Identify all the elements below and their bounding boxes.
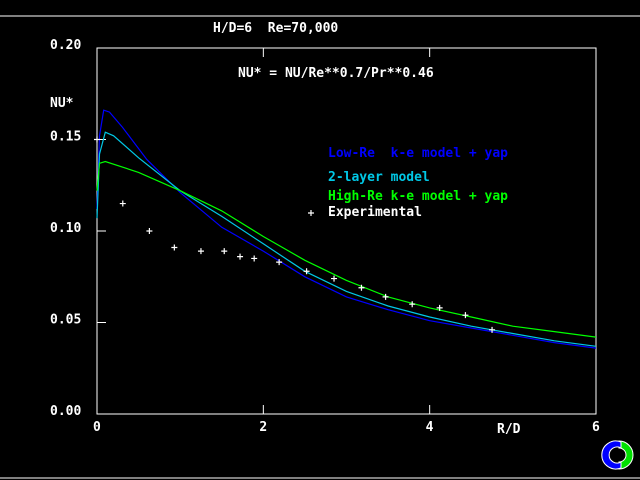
experimental-point <box>489 326 496 333</box>
x-tick-label: 6 <box>592 420 600 435</box>
y-tick-label: 0.00 <box>50 404 81 419</box>
legend-label: 2-layer model <box>328 170 430 185</box>
experimental-point <box>436 304 443 311</box>
legend-label: High-Re k-e model + yap <box>328 189 508 204</box>
experimental-point <box>251 255 258 262</box>
experimental-point <box>303 268 310 275</box>
x-tick-label: 2 <box>259 420 267 435</box>
x-tick-label: 4 <box>426 420 434 435</box>
y-tick-label: 0.05 <box>50 313 81 328</box>
legend-marker-experimental <box>308 210 314 216</box>
experimental-point <box>94 136 100 143</box>
series-line-2 <box>96 160 597 338</box>
logo-icon <box>601 440 634 470</box>
plot-area <box>96 47 597 415</box>
x-tick-label: 0 <box>93 420 101 435</box>
experimental-point <box>221 248 228 255</box>
experimental-point <box>171 244 178 251</box>
x-axis-label: R/D <box>497 422 521 437</box>
experimental-point <box>237 253 244 260</box>
y-tick-label: 0.15 <box>50 130 81 145</box>
chart-subtitle: NU* = NU/Re**0.7/Pr**0.46 <box>238 66 434 81</box>
y-tick-label: 0.10 <box>50 221 81 236</box>
series-line-0 <box>96 109 597 349</box>
y-tick-label: 0.20 <box>50 38 81 53</box>
chart-title: H/D=6 Re=70,000 <box>213 21 338 36</box>
experimental-point <box>358 284 365 291</box>
experimental-point <box>276 259 283 266</box>
experimental-point <box>146 228 153 234</box>
experimental-point <box>382 293 389 300</box>
legend-label: Experimental <box>328 205 422 220</box>
experimental-point <box>409 301 416 308</box>
experimental-point <box>197 248 204 255</box>
y-axis-label: NU* <box>50 96 74 111</box>
experimental-point <box>462 312 469 319</box>
legend-label: Low-Re k-e model + yap <box>328 146 508 161</box>
series-line-1 <box>96 131 597 347</box>
experimental-point <box>331 275 338 282</box>
experimental-point <box>119 200 126 207</box>
